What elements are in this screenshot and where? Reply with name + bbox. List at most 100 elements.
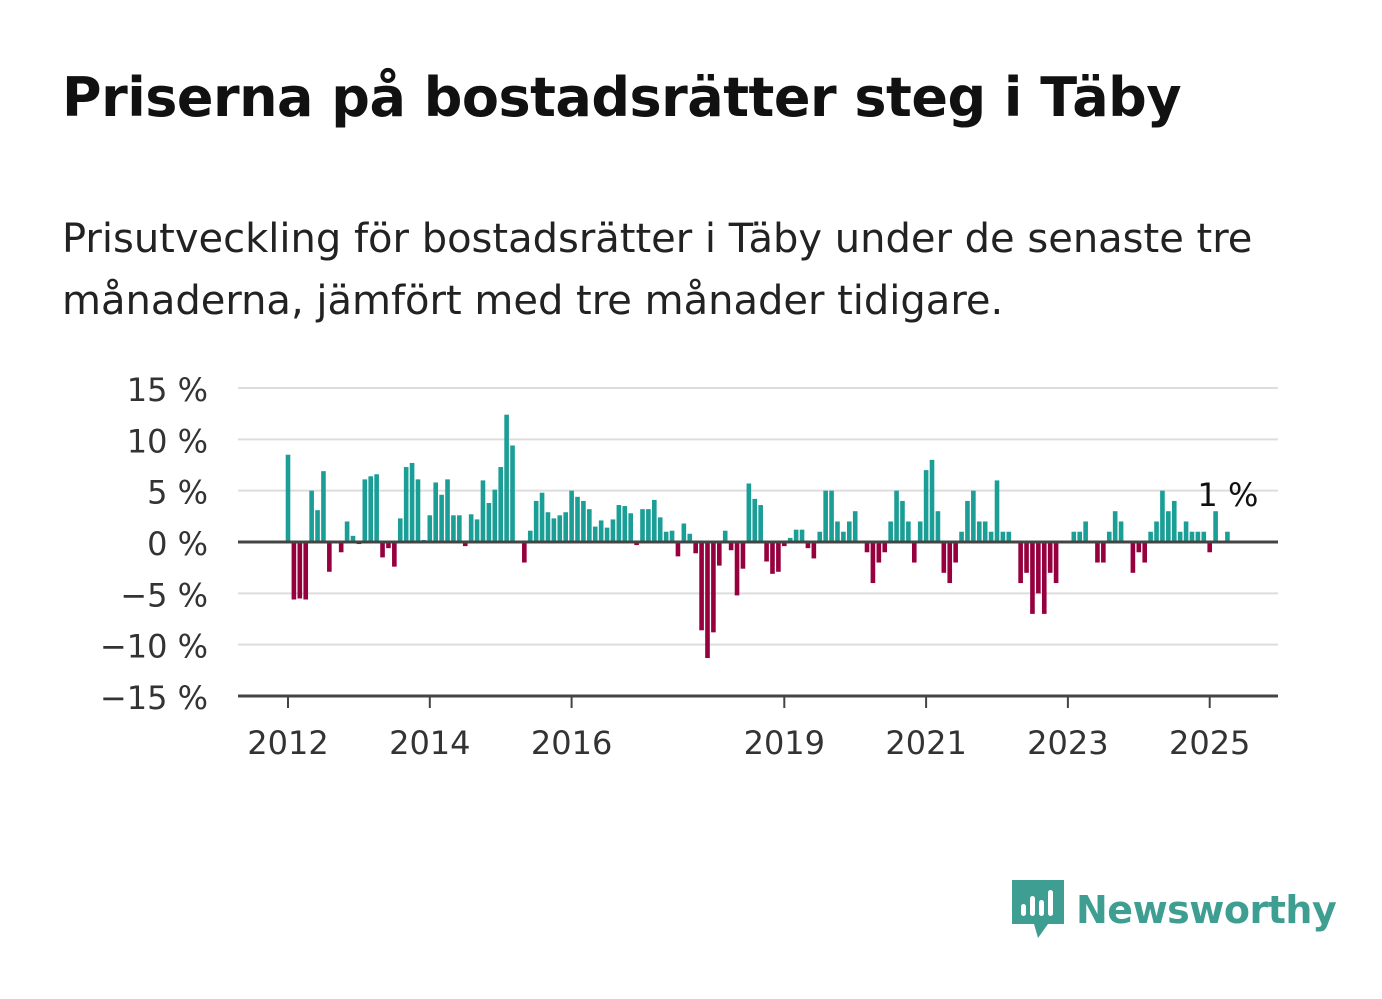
bar bbox=[451, 515, 456, 542]
bar bbox=[894, 490, 899, 542]
bar bbox=[327, 542, 332, 572]
bar bbox=[1000, 531, 1006, 542]
bar bbox=[1024, 542, 1029, 573]
bar bbox=[870, 542, 876, 584]
bar bbox=[805, 542, 811, 549]
bar bbox=[982, 521, 988, 542]
bar bbox=[669, 530, 675, 542]
bar bbox=[474, 519, 480, 542]
bar bbox=[829, 490, 834, 542]
bar bbox=[888, 521, 893, 542]
bar bbox=[492, 489, 498, 542]
x-tick-label: 2019 bbox=[744, 724, 825, 762]
bar bbox=[917, 521, 923, 542]
bar bbox=[1101, 542, 1106, 563]
y-tick-label: 15 % bbox=[127, 371, 208, 409]
bar bbox=[646, 509, 651, 542]
bar bbox=[882, 542, 888, 553]
bar bbox=[403, 467, 409, 542]
bar bbox=[988, 531, 994, 542]
bar bbox=[663, 531, 669, 542]
bar bbox=[575, 496, 580, 542]
y-tick-label: 5 % bbox=[147, 474, 208, 512]
bar bbox=[457, 515, 462, 542]
latest-value-annotation: 1 % bbox=[1197, 476, 1258, 514]
bar bbox=[1195, 531, 1201, 542]
bar bbox=[1177, 531, 1183, 542]
bar bbox=[846, 521, 852, 542]
bar bbox=[841, 531, 846, 542]
bar bbox=[634, 542, 639, 546]
brand-logo: Newsworthy bbox=[1012, 880, 1337, 940]
bar bbox=[817, 531, 823, 542]
bar bbox=[965, 500, 970, 542]
bar bbox=[1166, 511, 1171, 542]
bar bbox=[628, 513, 633, 542]
bar bbox=[439, 494, 444, 542]
y-tick-label: −5 % bbox=[120, 576, 208, 614]
bar bbox=[374, 474, 379, 542]
grid-lines bbox=[238, 387, 1278, 646]
bar bbox=[368, 476, 374, 542]
bar bbox=[1036, 542, 1041, 594]
bar bbox=[675, 542, 681, 557]
chart-subtitle: Prisutveckling för bostadsrätter i Täby … bbox=[62, 216, 1253, 324]
bar bbox=[728, 542, 734, 551]
bar bbox=[652, 499, 657, 542]
bar bbox=[338, 542, 344, 553]
axes bbox=[238, 540, 1278, 708]
bar bbox=[350, 535, 356, 542]
bar bbox=[427, 515, 433, 542]
bar bbox=[480, 480, 486, 542]
bar bbox=[498, 467, 504, 542]
bar bbox=[297, 542, 303, 599]
bar bbox=[380, 542, 385, 558]
bar bbox=[1106, 531, 1112, 542]
bar bbox=[545, 512, 551, 542]
bar bbox=[604, 527, 610, 542]
bar bbox=[415, 479, 421, 542]
bar bbox=[616, 505, 622, 542]
bar bbox=[876, 542, 882, 563]
bar bbox=[994, 480, 1000, 542]
bar bbox=[852, 511, 858, 542]
bar bbox=[622, 506, 628, 542]
bar bbox=[527, 530, 533, 542]
bar bbox=[1142, 542, 1148, 563]
bar bbox=[971, 490, 976, 542]
bar bbox=[321, 471, 326, 542]
bar bbox=[681, 523, 687, 542]
bar bbox=[811, 542, 817, 559]
y-tick-label: −15 % bbox=[100, 679, 208, 717]
x-tick-label: 2012 bbox=[247, 724, 328, 762]
bar bbox=[433, 482, 439, 542]
bar bbox=[409, 462, 415, 542]
chart-title: Priserna på bostadsrätter steg i Täby bbox=[62, 66, 1182, 129]
bar bbox=[397, 518, 403, 542]
bar bbox=[1183, 521, 1189, 542]
bar bbox=[900, 500, 905, 542]
bar bbox=[953, 542, 958, 563]
bar bbox=[291, 542, 297, 600]
bar bbox=[486, 502, 492, 542]
bar bbox=[705, 542, 710, 659]
x-tick-label: 2021 bbox=[885, 724, 966, 762]
bar bbox=[941, 542, 947, 573]
bar bbox=[770, 542, 775, 574]
tick-labels: 15 % 10 % 5 % 0 % −5 % −10 % −15 % 2012 2014 2016… bbox=[100, 371, 1258, 762]
bar bbox=[935, 511, 941, 542]
bar bbox=[581, 500, 586, 542]
bar bbox=[776, 542, 781, 572]
bar bbox=[657, 517, 663, 542]
bar bbox=[1018, 542, 1023, 584]
bar bbox=[799, 529, 805, 542]
bar bbox=[1030, 542, 1035, 614]
bar bbox=[752, 498, 758, 542]
bar bbox=[468, 514, 474, 542]
bar bbox=[711, 542, 716, 633]
bar bbox=[557, 515, 563, 542]
bar bbox=[1154, 521, 1159, 542]
bar bbox=[1201, 531, 1207, 542]
bar bbox=[1047, 542, 1053, 573]
bar bbox=[734, 542, 740, 596]
